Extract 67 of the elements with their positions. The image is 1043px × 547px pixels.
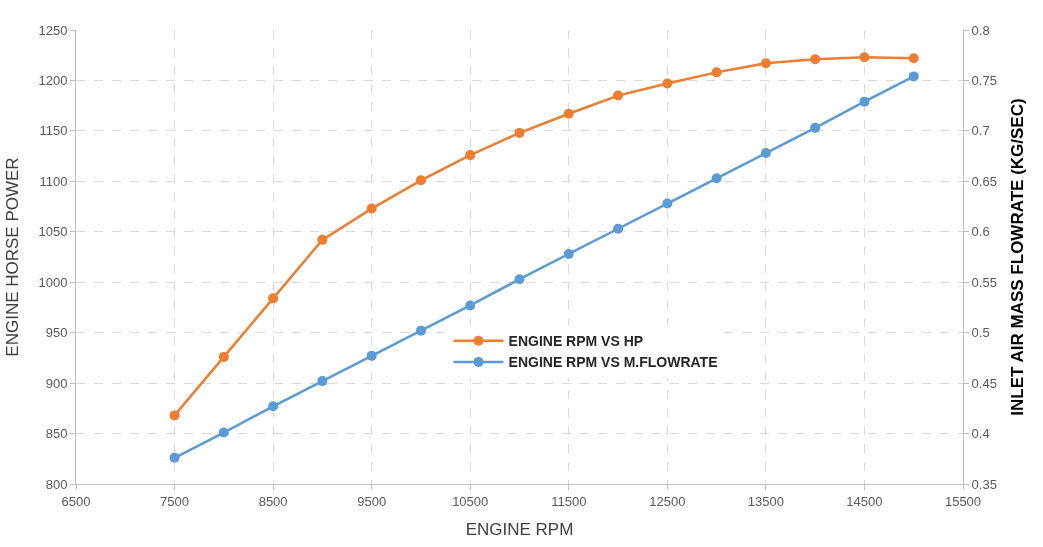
point bbox=[415, 175, 426, 186]
point bbox=[268, 293, 279, 304]
point bbox=[317, 376, 328, 387]
point bbox=[908, 71, 919, 82]
x-tick-label: 8500 bbox=[258, 493, 288, 509]
point bbox=[711, 173, 722, 184]
y-tick-label: 800 bbox=[45, 476, 68, 492]
point bbox=[859, 96, 870, 107]
point bbox=[415, 325, 426, 336]
x-tick-label: 10500 bbox=[452, 493, 489, 509]
y2-tick-label: 0.35 bbox=[971, 476, 997, 492]
point bbox=[366, 203, 377, 214]
y-tick-label: 1050 bbox=[38, 224, 68, 240]
point bbox=[366, 350, 377, 361]
x-axis-title: ENGINE RPM bbox=[465, 520, 574, 539]
y2-tick-label: 0.55 bbox=[971, 274, 997, 290]
point bbox=[169, 410, 180, 421]
y2-tick-label: 0.7 bbox=[971, 123, 990, 139]
x-tick-label: 14500 bbox=[846, 493, 883, 509]
x-tick-label: 13500 bbox=[747, 493, 784, 509]
point bbox=[465, 150, 476, 161]
y2-axis-title: INLET AIR MASS FLOWRATE (KG/SEC) bbox=[1008, 98, 1028, 416]
x-tick-label: 9500 bbox=[357, 493, 387, 509]
point bbox=[514, 127, 525, 138]
point bbox=[465, 300, 476, 311]
point bbox=[563, 248, 574, 259]
x-tick-label: 7500 bbox=[160, 493, 190, 509]
y-tick-label: 1100 bbox=[39, 173, 68, 189]
y-axis-title: ENGINE HORSE POWER bbox=[3, 157, 23, 357]
x-tick-label: 12500 bbox=[649, 493, 686, 509]
point bbox=[218, 427, 229, 438]
x-tick-label: 11500 bbox=[551, 493, 587, 509]
y-tick-label: 1000 bbox=[38, 274, 68, 290]
point bbox=[613, 90, 624, 101]
y2-tick-label: 0.4 bbox=[971, 426, 990, 442]
y2-tick-label: 0.5 bbox=[971, 325, 990, 341]
y-tick-label: 1200 bbox=[38, 72, 68, 88]
legend-label: ENGINE RPM VS HP bbox=[508, 333, 644, 350]
point bbox=[810, 122, 821, 133]
point bbox=[810, 54, 821, 65]
point bbox=[268, 401, 279, 412]
point bbox=[908, 53, 919, 64]
point bbox=[514, 274, 525, 285]
point bbox=[711, 67, 722, 78]
point bbox=[662, 78, 673, 89]
x-tick-label: 6500 bbox=[61, 493, 91, 509]
legend-label: ENGINE RPM VS M.FLOWRATE bbox=[508, 354, 718, 371]
point bbox=[613, 223, 624, 234]
x-tick-label: 15500 bbox=[944, 493, 982, 509]
y2-tick-label: 0.75 bbox=[971, 72, 997, 88]
y-tick-label: 1250 bbox=[38, 22, 68, 38]
point bbox=[169, 452, 180, 463]
y2-tick-label: 0.6 bbox=[971, 224, 990, 240]
y2-tick-label: 0.65 bbox=[971, 173, 997, 189]
y2-tick-label: 0.8 bbox=[971, 22, 990, 38]
y-tick-label: 950 bbox=[45, 325, 68, 341]
point bbox=[218, 351, 229, 362]
point bbox=[760, 58, 771, 69]
point bbox=[563, 108, 574, 119]
y-tick-label: 1150 bbox=[39, 123, 68, 139]
point bbox=[760, 148, 771, 159]
y2-tick-label: 0.45 bbox=[971, 375, 997, 391]
point bbox=[662, 198, 673, 209]
y-tick-label: 900 bbox=[45, 375, 68, 391]
point bbox=[859, 52, 870, 63]
point bbox=[317, 234, 328, 245]
y-tick-label: 850 bbox=[45, 426, 68, 442]
